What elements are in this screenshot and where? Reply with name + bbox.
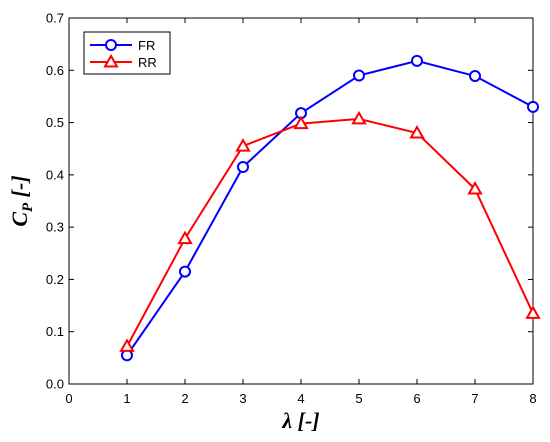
data-point-fr xyxy=(469,70,481,83)
legend-marker-rr xyxy=(103,53,119,68)
x-tick-label: 4 xyxy=(297,391,304,406)
y-axis-label-main: C xyxy=(7,212,32,227)
y-axis-ticks: 0.0 0.1 0.2 0.3 0.4 0.5 0.6 0.7 xyxy=(46,11,533,392)
data-point-rr xyxy=(409,125,425,139)
x-tick-label: 1 xyxy=(123,391,130,406)
legend: FR RR xyxy=(83,31,171,75)
y-axis-label-suffix: [-] xyxy=(7,175,32,202)
data-point-rr xyxy=(235,138,251,152)
y-axis-label: CP [-] xyxy=(7,175,36,226)
y-tick-label: 0.1 xyxy=(46,324,64,339)
y-tick-label: 0.0 xyxy=(46,377,64,392)
data-point-rr xyxy=(119,338,135,352)
y-tick-label: 0.2 xyxy=(46,272,64,287)
x-axis-ticks: 0 1 2 3 4 5 6 7 8 xyxy=(65,18,537,406)
x-tick-label: 5 xyxy=(355,391,362,406)
data-point-fr xyxy=(237,161,249,174)
data-point-fr xyxy=(179,265,191,278)
data-point-rr xyxy=(351,110,367,125)
data-point-rr xyxy=(525,305,541,319)
y-tick-label: 0.4 xyxy=(46,167,64,182)
y-axis-label-subscript: P xyxy=(20,202,36,212)
x-tick-label: 2 xyxy=(181,391,188,406)
data-point-rr xyxy=(467,180,483,195)
series-line-fr xyxy=(126,59,534,356)
y-tick-label: 0.5 xyxy=(46,115,64,130)
series-group xyxy=(119,54,541,362)
x-tick-label: 0 xyxy=(65,391,72,406)
data-point-fr xyxy=(353,69,365,82)
x-tick-label: 7 xyxy=(471,391,478,406)
x-axis-label: λ [-] xyxy=(281,408,319,433)
data-point-rr xyxy=(177,230,193,245)
data-point-rr xyxy=(293,115,309,130)
legend-box xyxy=(83,31,171,75)
y-tick-label: 0.3 xyxy=(46,220,64,235)
x-tick-label: 6 xyxy=(413,391,420,406)
y-tick-label: 0.7 xyxy=(46,11,64,26)
series-line-rr xyxy=(126,117,534,347)
data-point-fr xyxy=(527,100,539,113)
legend-label-fr: FR xyxy=(138,38,155,53)
x-tick-label: 3 xyxy=(239,391,246,406)
x-tick-label: 8 xyxy=(529,391,536,406)
legend-marker-fr xyxy=(105,39,117,51)
y-tick-label: 0.6 xyxy=(46,63,64,78)
data-point-fr xyxy=(411,54,423,67)
legend-label-rr: RR xyxy=(138,55,157,70)
